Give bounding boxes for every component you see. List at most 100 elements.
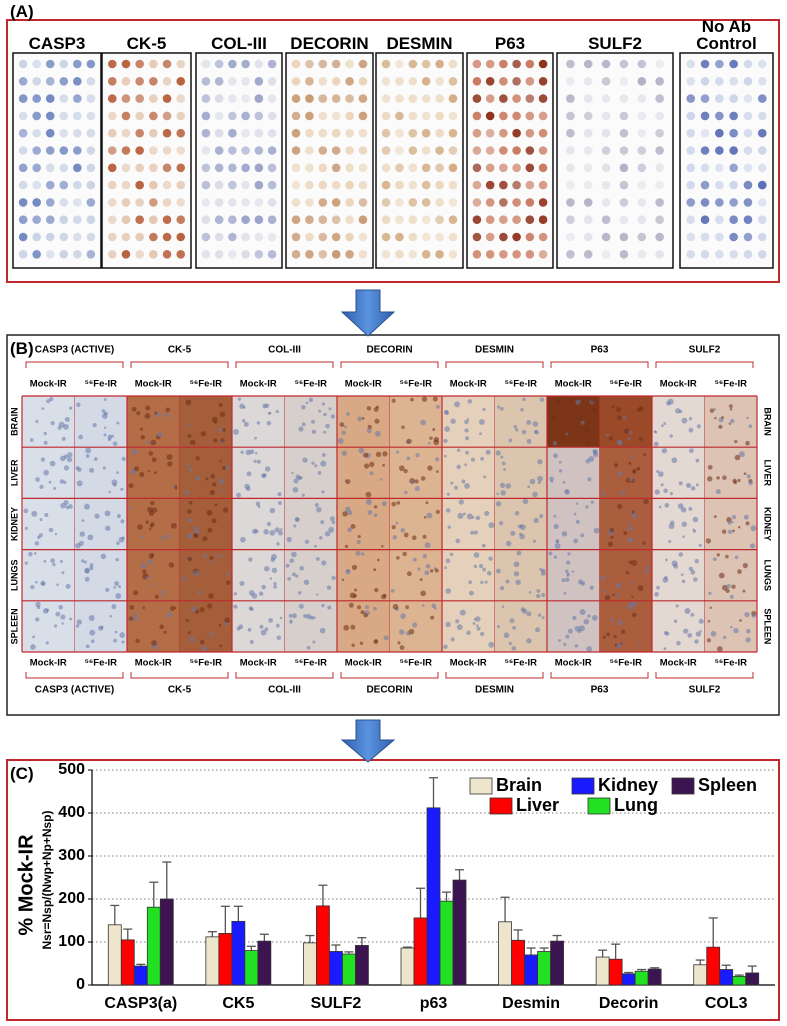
cell-nucleus <box>113 638 117 643</box>
cell-nucleus <box>403 468 408 474</box>
tissue-core <box>135 111 144 121</box>
cell-nucleus <box>713 515 717 519</box>
tissue-core <box>619 77 629 86</box>
cell-nucleus <box>218 478 225 485</box>
tissue-core <box>408 198 418 207</box>
cell-nucleus <box>197 590 202 595</box>
tissue-core <box>267 128 277 138</box>
cell-nucleus <box>580 420 585 425</box>
tissue-core <box>162 198 172 207</box>
tissue-core <box>291 146 301 155</box>
cell-nucleus <box>271 567 278 573</box>
stain-label: CASP3 (ACTIVE) <box>35 345 114 356</box>
tissue-core <box>18 128 28 138</box>
x-tick-label: CK5 <box>222 995 254 1012</box>
tissue-core <box>291 250 301 259</box>
cell-nucleus <box>291 551 297 558</box>
cell-nucleus <box>339 422 345 427</box>
cell-nucleus <box>600 575 606 581</box>
cell-nucleus <box>688 427 694 433</box>
cell-nucleus <box>474 616 481 622</box>
tissue-core <box>32 163 41 173</box>
bar <box>452 879 467 986</box>
tissue-core <box>201 232 211 242</box>
tissue-core <box>214 128 224 138</box>
cell-nucleus <box>189 439 196 446</box>
tissue-core <box>291 180 301 190</box>
organ-label: BRAIN <box>763 407 773 436</box>
cell-nucleus <box>317 471 322 475</box>
tissue-core <box>715 111 724 121</box>
cell-nucleus <box>210 473 216 479</box>
tissue-core <box>472 232 482 242</box>
cell-nucleus <box>579 609 586 616</box>
tissue-core <box>176 94 186 103</box>
tissue-core <box>318 59 328 69</box>
tissue-core <box>700 163 710 173</box>
tissue-core <box>408 163 418 173</box>
cell-nucleus <box>381 544 384 548</box>
tissue-core <box>619 128 629 138</box>
cell-nucleus <box>535 627 541 633</box>
tissue-core <box>566 111 575 121</box>
tissue-core <box>135 180 144 190</box>
tissue-array <box>466 52 554 269</box>
cell-nucleus <box>688 566 694 571</box>
cell-nucleus <box>254 436 257 440</box>
cell-nucleus <box>495 568 501 574</box>
tissue-core <box>331 146 341 155</box>
cell-nucleus <box>103 433 107 437</box>
cell-nucleus <box>638 406 644 412</box>
bar <box>550 940 564 986</box>
cell-nucleus <box>145 575 150 580</box>
bar <box>355 945 369 986</box>
cell-nucleus <box>455 538 461 544</box>
cell-nucleus <box>254 529 259 534</box>
tissue-core <box>700 232 710 242</box>
cell-nucleus <box>399 645 405 650</box>
cell-nucleus <box>166 454 173 461</box>
tissue-core <box>715 59 724 69</box>
tissue-core <box>525 215 535 224</box>
tissue-core <box>655 198 664 207</box>
tissue-core <box>358 128 368 138</box>
bar <box>159 898 174 986</box>
cell-nucleus <box>499 482 506 488</box>
tissue-core <box>18 146 28 155</box>
organ-label: BRAIN <box>9 407 19 436</box>
tissue-core <box>700 180 710 190</box>
cell-nucleus <box>482 567 486 572</box>
cell-nucleus <box>644 570 648 574</box>
tissue-core <box>700 111 710 121</box>
tissue-core <box>512 232 521 242</box>
cell-nucleus <box>612 593 615 596</box>
cell-nucleus <box>159 624 165 630</box>
column-label: DECORIN <box>290 34 369 53</box>
cell-nucleus <box>350 524 356 529</box>
tissue-core <box>435 111 444 121</box>
cell-nucleus <box>109 614 113 618</box>
cell-nucleus <box>631 559 638 566</box>
cell-nucleus <box>134 466 140 472</box>
tissue-core <box>32 111 41 121</box>
cell-nucleus <box>264 566 270 572</box>
tissue-core <box>358 163 368 173</box>
cell-nucleus <box>35 477 40 482</box>
cell-nucleus <box>558 460 562 464</box>
cell-nucleus <box>135 638 140 644</box>
cell-nucleus <box>526 638 532 644</box>
cell-nucleus <box>48 527 54 533</box>
cell-nucleus <box>513 561 520 568</box>
cell-nucleus <box>631 612 637 618</box>
tissue-core <box>743 94 753 103</box>
cell-nucleus <box>435 509 440 514</box>
tissue-core <box>18 77 28 86</box>
tissue-core <box>472 77 482 86</box>
micrograph <box>599 549 652 601</box>
tissue-core <box>149 59 158 69</box>
cell-nucleus <box>539 567 543 572</box>
tissue-core <box>637 250 647 259</box>
cell-nucleus <box>742 562 748 569</box>
cell-nucleus <box>536 589 541 593</box>
cell-nucleus <box>28 551 33 557</box>
